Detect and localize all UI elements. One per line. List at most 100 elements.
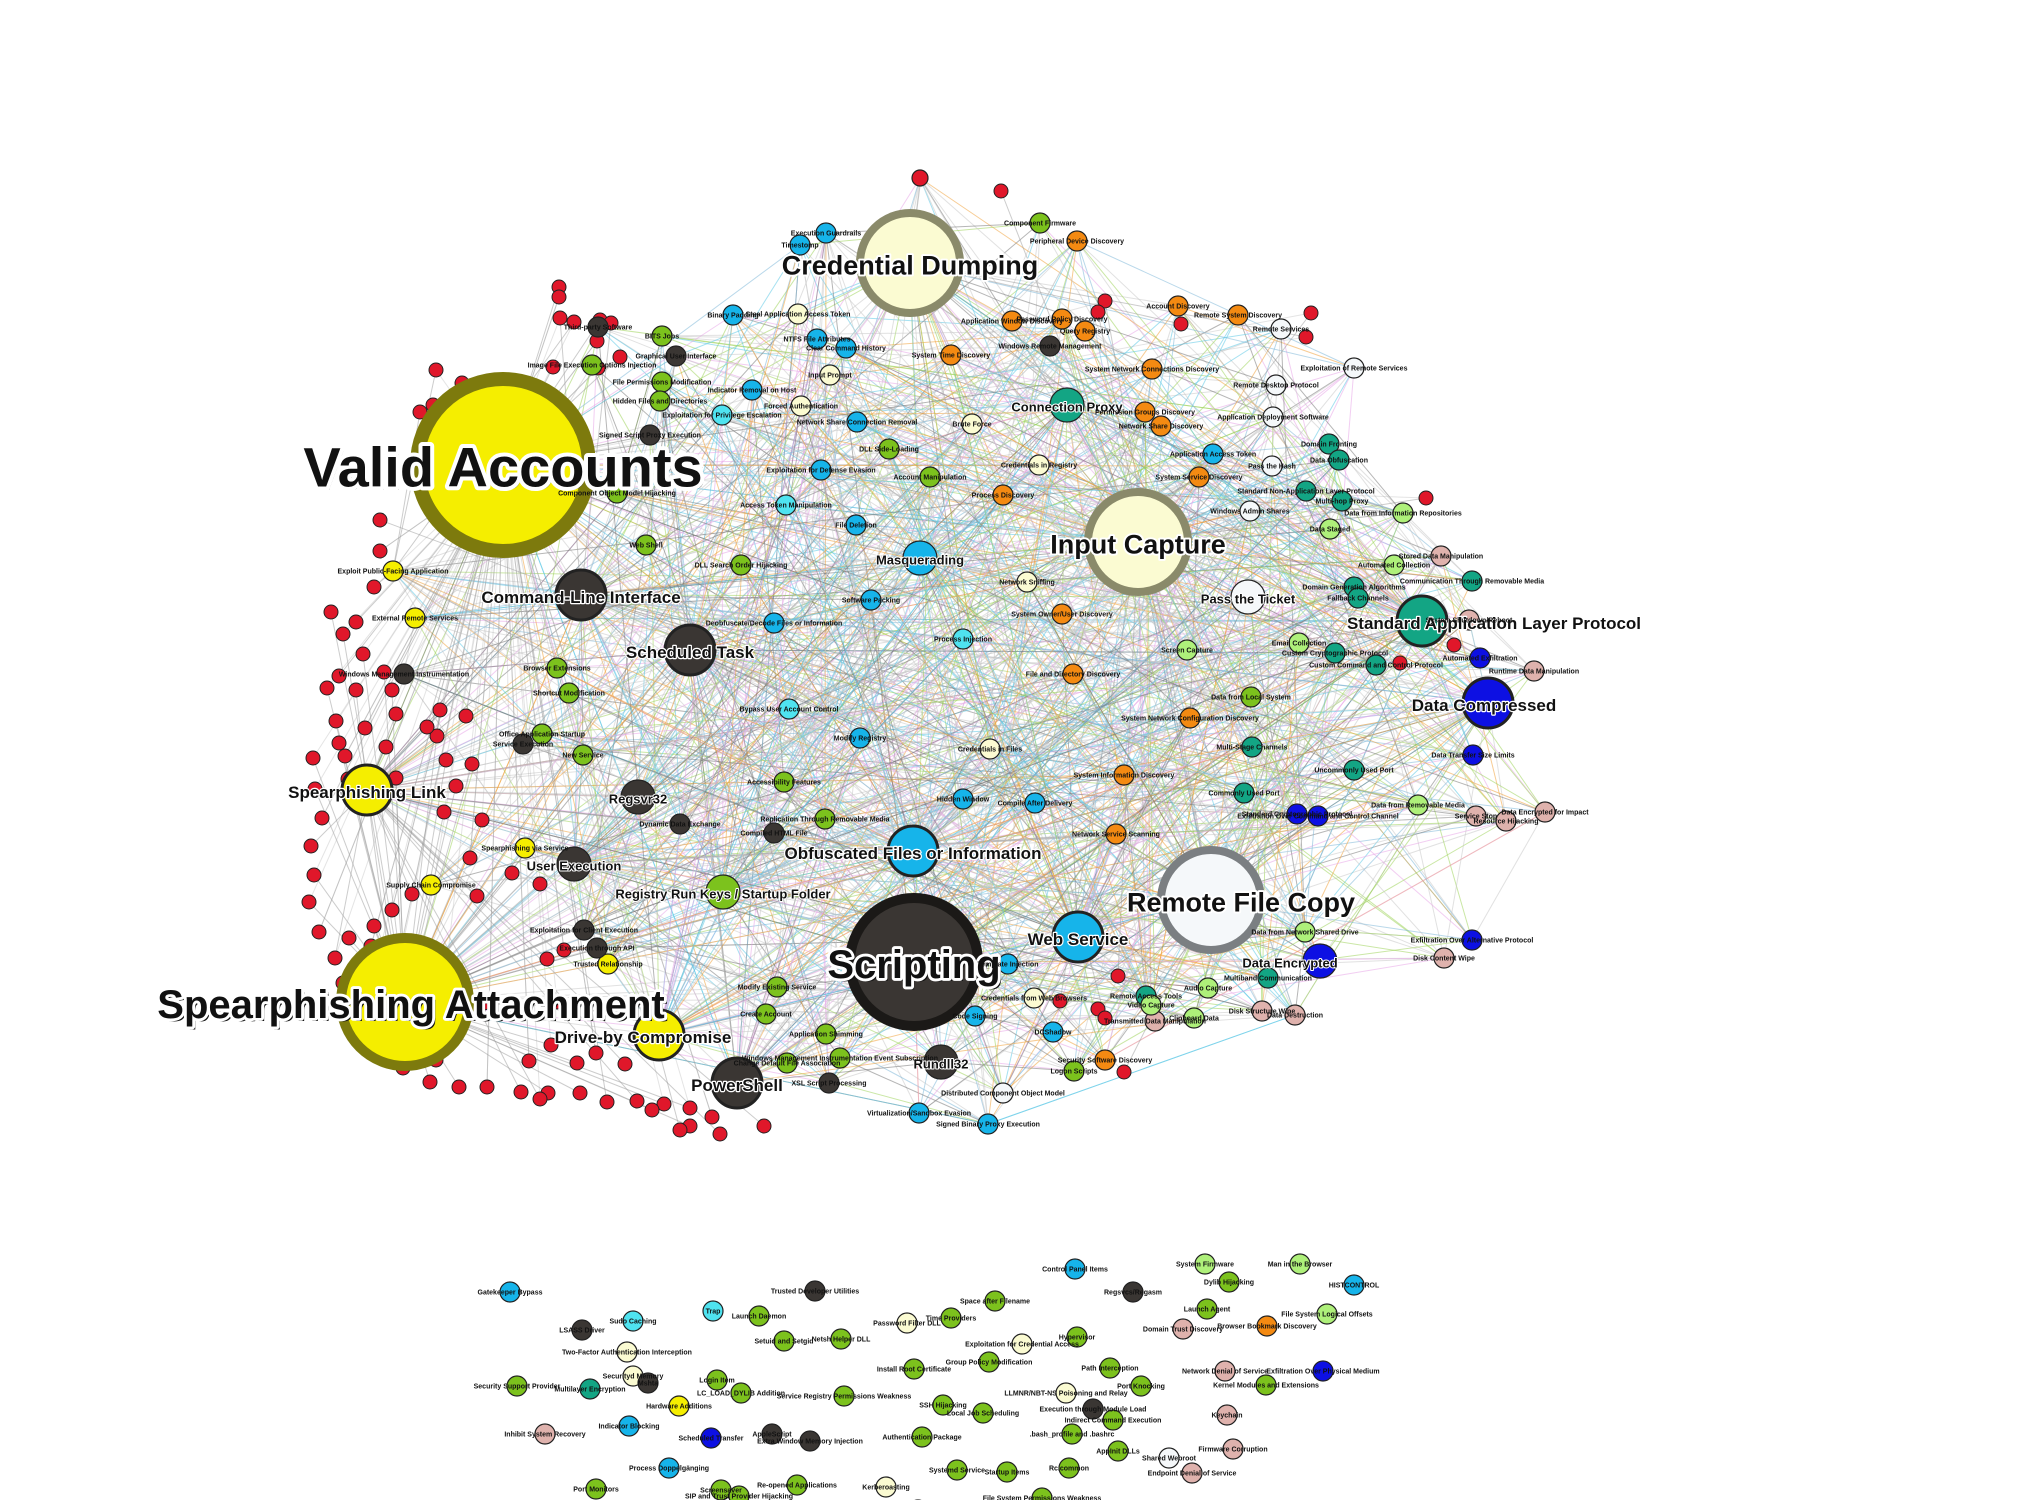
- acct-disc-node[interactable]: [1167, 295, 1189, 317]
- binary-pad-node[interactable]: [722, 304, 744, 326]
- inhibit-sys-node[interactable]: [534, 1423, 556, 1445]
- files-dir-node[interactable]: [1062, 663, 1084, 685]
- web-svc-node[interactable]: [1051, 910, 1105, 964]
- red-technique-node[interactable]: [682, 1100, 698, 1116]
- red-technique-node[interactable]: [462, 850, 478, 866]
- red-technique-node[interactable]: [1303, 305, 1319, 321]
- remote-desk-node[interactable]: [1265, 374, 1287, 396]
- modify-exist-node[interactable]: [766, 976, 788, 998]
- win-mgmt-node[interactable]: [393, 663, 415, 685]
- service-exec-node[interactable]: [512, 733, 534, 755]
- trap-node[interactable]: [702, 1300, 724, 1322]
- access-token-node[interactable]: [775, 494, 797, 516]
- forced-auth-node[interactable]: [790, 395, 812, 417]
- data-removable-node[interactable]: [1407, 794, 1429, 816]
- win-admin-node[interactable]: [1239, 500, 1261, 522]
- spear-att-node[interactable]: [336, 933, 474, 1071]
- repl-removable-node[interactable]: [814, 808, 836, 830]
- exploit-rs-node[interactable]: [1343, 357, 1365, 379]
- net-share-disc-node[interactable]: [1150, 415, 1172, 437]
- remote-svcs-node[interactable]: [1270, 318, 1292, 340]
- dll-search-node[interactable]: [730, 554, 752, 576]
- red-technique-node[interactable]: [331, 668, 347, 684]
- uncommon-port-node[interactable]: [1343, 759, 1365, 781]
- login-item-node[interactable]: [706, 1369, 728, 1391]
- histcontrol-node[interactable]: [1343, 1274, 1365, 1296]
- red-technique-node[interactable]: [464, 756, 480, 772]
- code-sign-node[interactable]: [964, 1005, 986, 1027]
- red-technique-node[interactable]: [479, 1079, 495, 1095]
- red-technique-node[interactable]: [476, 995, 492, 1011]
- xsl-script-node[interactable]: [818, 1072, 840, 1094]
- red-technique-node[interactable]: [572, 1085, 588, 1101]
- exfil-auto-node[interactable]: [1469, 647, 1491, 669]
- custom-cc-node[interactable]: [1365, 654, 1387, 676]
- virt-sandbox-node[interactable]: [908, 1102, 930, 1124]
- multiband-node[interactable]: [1257, 967, 1279, 989]
- red-technique-node[interactable]: [1090, 304, 1106, 320]
- red-technique-node[interactable]: [448, 778, 464, 794]
- exploit-cred-node[interactable]: [1011, 1333, 1033, 1355]
- proc-disc-node[interactable]: [992, 484, 1014, 506]
- comm-port-node[interactable]: [1233, 782, 1255, 804]
- two-factor-node[interactable]: [616, 1341, 638, 1363]
- pw-policy-node[interactable]: [1051, 308, 1073, 330]
- launch-agent-node[interactable]: [1196, 1298, 1218, 1320]
- data-transfer-node[interactable]: [1462, 744, 1484, 766]
- net-share-rem-node[interactable]: [846, 411, 868, 433]
- red-technique-node[interactable]: [1052, 993, 1068, 1009]
- exploit-pub-node[interactable]: [382, 560, 404, 582]
- red-technique-node[interactable]: [1097, 293, 1113, 309]
- sys-firmware-node[interactable]: [1194, 1253, 1216, 1275]
- video-cap-node[interactable]: [1140, 994, 1162, 1016]
- rundll-node[interactable]: [923, 1044, 959, 1080]
- data-staged-node[interactable]: [1319, 518, 1341, 540]
- red-technique-node[interactable]: [438, 752, 454, 768]
- keychain-node[interactable]: [1216, 1404, 1238, 1426]
- red-technique-node[interactable]: [588, 1045, 604, 1061]
- hypervisor-node[interactable]: [1066, 1326, 1088, 1348]
- third-party-node[interactable]: [587, 316, 609, 338]
- email-coll-node[interactable]: [1288, 632, 1310, 654]
- file-sys-perm-node[interactable]: [1031, 1487, 1053, 1500]
- sys-net-conn-node[interactable]: [1141, 358, 1163, 380]
- red-technique-node[interactable]: [303, 838, 319, 854]
- space-after-node[interactable]: [984, 1290, 1006, 1312]
- red-technique-node[interactable]: [341, 930, 357, 946]
- query-reg-node[interactable]: [1074, 320, 1096, 342]
- trusted-rel-node[interactable]: [597, 953, 619, 975]
- periph-node[interactable]: [1066, 230, 1088, 252]
- net-share-node[interactable]: [1105, 823, 1127, 845]
- timestomp-node[interactable]: [789, 234, 811, 256]
- shortcut-mod-node[interactable]: [558, 682, 580, 704]
- exfil-cc-node[interactable]: [1307, 805, 1329, 827]
- firmware-corr-node[interactable]: [1222, 1438, 1244, 1460]
- template-inj-node[interactable]: [997, 953, 1019, 975]
- std-crypto-node[interactable]: [1286, 803, 1308, 825]
- net-dos-node[interactable]: [1214, 1360, 1236, 1382]
- input-prompt-node[interactable]: [819, 364, 841, 386]
- red-technique-node[interactable]: [504, 865, 520, 881]
- data-enc-node[interactable]: [1302, 943, 1338, 979]
- red-technique-node[interactable]: [552, 310, 568, 326]
- red-technique-node[interactable]: [672, 1122, 688, 1138]
- red-technique-node[interactable]: [458, 708, 474, 724]
- red-technique-node[interactable]: [1110, 968, 1126, 984]
- red-technique-node[interactable]: [328, 713, 344, 729]
- change-default-node[interactable]: [776, 1052, 798, 1074]
- cmdline-node[interactable]: [554, 568, 608, 622]
- red-technique-node[interactable]: [549, 994, 565, 1010]
- proc-doppel-node[interactable]: [658, 1457, 680, 1479]
- red-technique-node[interactable]: [545, 359, 561, 375]
- rc-common-node[interactable]: [1058, 1457, 1080, 1479]
- cred-web-node[interactable]: [1023, 987, 1045, 1009]
- red-technique-node[interactable]: [566, 314, 582, 330]
- compile-after-node[interactable]: [1024, 792, 1046, 814]
- file-sys-log-node[interactable]: [1316, 1303, 1338, 1325]
- signed-binary-node[interactable]: [977, 1113, 999, 1135]
- brute-node[interactable]: [961, 413, 983, 435]
- red-technique-node[interactable]: [384, 682, 400, 698]
- lc-load-node[interactable]: [730, 1382, 752, 1404]
- applescript-node[interactable]: [761, 1423, 783, 1445]
- distributed-com-node[interactable]: [992, 1082, 1014, 1104]
